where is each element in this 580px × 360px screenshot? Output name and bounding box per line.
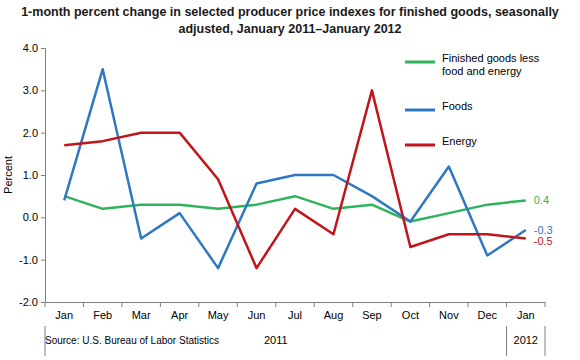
y-tick-mark [41, 133, 45, 134]
x-tick-label: Jan [517, 309, 535, 321]
x-separator [391, 302, 392, 307]
data-label: -0.5 [534, 235, 553, 247]
group-separator [506, 326, 507, 356]
x-tick-label: Nov [439, 309, 459, 321]
x-tick-label: Sep [362, 309, 382, 321]
x-separator [237, 302, 238, 307]
legend: Finished goods lessfood and energy Foods E… [405, 52, 540, 147]
text-line: Energy [442, 135, 477, 147]
x-tick: Feb [93, 302, 112, 321]
x-separator [45, 302, 46, 307]
group-label: 2012 [514, 334, 538, 346]
legend-swatch [405, 109, 435, 112]
y-tick-label: 0.0 [23, 211, 38, 223]
series-line [64, 90, 526, 268]
x-tick: Jan [517, 302, 535, 321]
legend-label: Foods [442, 100, 473, 112]
legend-item: Foods [405, 100, 473, 112]
x-tick-label: Oct [402, 309, 419, 321]
source: Source: U.S. Bureau of Labor Statistics [45, 335, 219, 346]
x-tick: Dec [478, 302, 498, 321]
text-line: Foods [442, 100, 473, 112]
series-line [64, 69, 526, 268]
x-separator [506, 302, 507, 307]
text-line: adjusted, January 2011–January 2012 [178, 22, 401, 36]
x-tick: Mar [132, 302, 151, 321]
x-separator [275, 302, 276, 307]
x-tick-label: Apr [171, 309, 188, 321]
plot-area [64, 69, 526, 268]
group-label: 2011 [264, 334, 288, 346]
x-tick-label: Jun [248, 309, 266, 321]
x-tick-label: Aug [324, 309, 344, 321]
legend-item: Energy [405, 135, 477, 147]
y-tick: 4.0 [23, 42, 45, 54]
y-tick: 1.0 [23, 169, 45, 181]
x-tick: Jun [248, 302, 266, 321]
x-separator [160, 302, 161, 307]
x-tick-label: Mar [132, 309, 151, 321]
y-tick-label: 1.0 [23, 169, 38, 181]
text-line: food and energy [442, 65, 522, 77]
y-tick-mark [41, 217, 45, 218]
x-tick: Oct [402, 302, 419, 321]
x-tick: Jan [55, 302, 73, 321]
x-axis: Jan Feb Mar Apr May Jun Jul Aug Sep Oct Nov Dec Jan [46, 302, 546, 321]
y-axis: -2.0 -1.0 0.0 1.0 2.0 3.0 4.0 [19, 42, 45, 308]
chart: 1-month percent change in selected produ… [0, 0, 580, 360]
x-tick-label: Jan [55, 309, 73, 321]
text-line: Finished goods less [442, 52, 540, 64]
y-tick-label: 4.0 [23, 42, 38, 54]
y-tick: -1.0 [19, 254, 45, 266]
x-separators [45, 302, 545, 307]
x-separator [121, 302, 122, 307]
x-groups: 2011 2012 [45, 326, 545, 356]
data-label: 0.4 [534, 194, 549, 206]
data-labels: 0.4-0.3-0.5 [534, 194, 553, 247]
x-separator [83, 302, 84, 307]
legend-swatch [405, 144, 435, 147]
x-tick: Jul [288, 302, 302, 321]
y-tick-label: 2.0 [23, 127, 38, 139]
y-tick-mark [41, 302, 45, 303]
y-tick: 0.0 [23, 211, 45, 223]
x-axis-line [46, 302, 546, 303]
x-tick: May [208, 302, 229, 321]
x-tick-label: Feb [93, 309, 112, 321]
y-tick: 2.0 [23, 127, 45, 139]
y-tick-mark [41, 260, 45, 261]
legend-item: Finished goods lessfood and energy [405, 52, 540, 77]
group-separator [545, 326, 546, 356]
x-tick: Nov [439, 302, 459, 321]
y-tick: 3.0 [23, 84, 45, 96]
y-axis-line [41, 49, 46, 303]
x-tick-label: Jul [288, 309, 302, 321]
y-tick-mark [41, 48, 45, 49]
text-line: 1-month percent change in selected produ… [21, 5, 559, 19]
y-axis-title: Percent [2, 156, 14, 194]
x-tick: Aug [324, 302, 344, 321]
x-separator [352, 302, 353, 307]
x-tick: Apr [171, 302, 188, 321]
x-separator [429, 302, 430, 307]
x-tick-label: May [208, 309, 229, 321]
legend-label: Finished goods lessfood and energy [442, 52, 540, 77]
y-tick-mark [41, 90, 45, 91]
legend-swatch [405, 61, 435, 64]
y-tick-mark [41, 175, 45, 176]
y-tick: -2.0 [19, 296, 45, 308]
title: 1-month percent change in selected produ… [21, 5, 559, 36]
x-separator [545, 302, 546, 307]
y-tick-label: -2.0 [19, 296, 38, 308]
y-tick-label: 3.0 [23, 84, 38, 96]
legend-label: Energy [442, 135, 477, 147]
x-tick: Sep [362, 302, 382, 321]
x-separator [468, 302, 469, 307]
y-tick-label: -1.0 [19, 254, 38, 266]
x-separator [198, 302, 199, 307]
x-tick-label: Dec [478, 309, 498, 321]
x-separator [314, 302, 315, 307]
